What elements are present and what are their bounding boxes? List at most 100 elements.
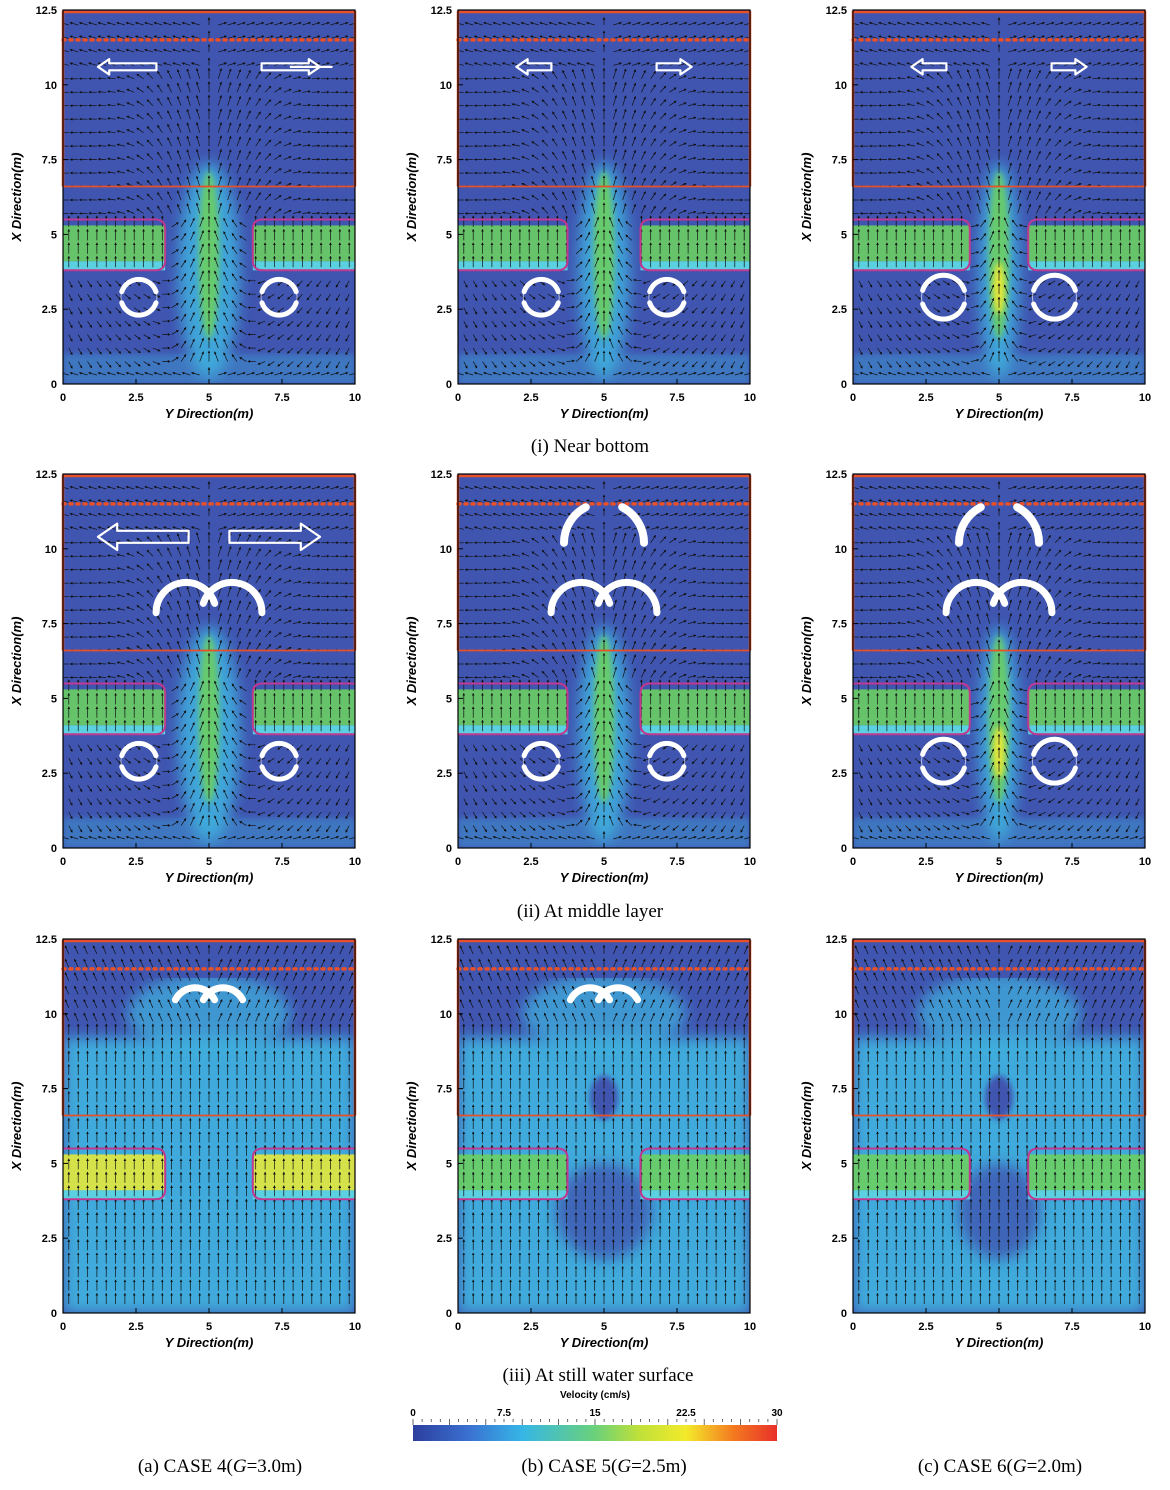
x-tick-label: 0 (60, 392, 66, 404)
y-tick-label: 10 (835, 80, 847, 92)
velocity-vector (97, 554, 107, 558)
x-tick-label: 2.5 (918, 392, 933, 404)
offshore-band (853, 10, 1145, 49)
velocity-vector (492, 635, 502, 639)
offshore-band (63, 10, 355, 49)
panel-r2-c2: 0 2.5 5 7.5 10 0 2.5 5 7.5 10 12.5 Y Direction(m) X … (404, 469, 756, 885)
breakwater-zone (640, 225, 750, 262)
y-tick-label: 12.5 (36, 469, 57, 481)
velocity-vector (492, 594, 502, 598)
velocity-vector (492, 157, 502, 161)
velocity-vector (492, 171, 502, 175)
y-tick-label: 5 (51, 229, 57, 241)
x-tick-label: 2.5 (128, 856, 143, 868)
y-tick-label: 2.5 (437, 768, 452, 780)
breakwater-edge (458, 261, 568, 271)
x-tick-label: 0 (455, 392, 461, 404)
velocity-vector (97, 581, 107, 585)
y-tick-label: 12.5 (431, 5, 452, 17)
y-tick-label: 12.5 (826, 5, 847, 17)
velocity-vector (1101, 117, 1111, 121)
velocity-vector (311, 211, 321, 215)
velocity-vector (311, 157, 321, 161)
velocity-vector (887, 90, 897, 94)
offshore-band (458, 10, 750, 49)
velocity-vector (311, 635, 321, 639)
x-tick-label: 5 (206, 856, 212, 868)
y-tick-label: 2.5 (42, 304, 57, 316)
x-tick-label: 10 (1139, 392, 1151, 404)
velocity-vector (97, 211, 107, 215)
velocity-vector (706, 130, 716, 134)
y-tick-label: 2.5 (42, 768, 57, 780)
velocity-vector (492, 554, 502, 558)
x-tick-label: 5 (601, 392, 607, 404)
x-tick-label: 10 (349, 392, 361, 404)
velocity-vector (97, 635, 107, 639)
velocity-vector (97, 171, 107, 175)
x-tick-label: 7.5 (669, 392, 684, 404)
velocity-vector (311, 117, 321, 121)
velocity-vector (706, 90, 716, 94)
velocity-vector (706, 171, 716, 175)
x-tick-label: 10 (744, 392, 756, 404)
velocity-vector (887, 198, 897, 202)
x-axis-label: Y Direction(m) (560, 406, 649, 421)
y-tick-label: 7.5 (42, 619, 57, 631)
velocity-field (63, 474, 355, 848)
velocity-vector (492, 675, 502, 679)
y-tick-label: 10 (45, 544, 57, 556)
y-tick-label: 0 (446, 379, 452, 391)
y-tick-label: 7.5 (832, 155, 847, 167)
velocity-vector (492, 90, 502, 94)
velocity-vector (311, 621, 321, 625)
velocity-vector (311, 581, 321, 585)
x-axis-label: Y Direction(m) (955, 406, 1044, 421)
x-tick-label: 0 (850, 392, 856, 404)
velocity-field (458, 10, 750, 384)
y-axis-label: X Direction(m) (9, 153, 24, 243)
y-tick-label: 0 (51, 379, 57, 391)
velocity-vector (887, 662, 897, 666)
velocity-vector (492, 211, 502, 215)
y-tick-label: 10 (440, 80, 452, 92)
velocity-vector (492, 581, 502, 585)
velocity-vector (492, 198, 502, 202)
velocity-vector (887, 211, 897, 215)
y-tick-label: 2.5 (832, 304, 847, 316)
velocity-vector (311, 675, 321, 679)
velocity-vector (97, 594, 107, 598)
velocity-vector (887, 621, 897, 625)
velocity-vector (1101, 621, 1111, 625)
velocity-vector (706, 198, 716, 202)
y-tick-label: 7.5 (42, 155, 57, 167)
velocity-vector (706, 635, 716, 639)
velocity-vector (97, 90, 107, 94)
velocity-vector (311, 554, 321, 558)
y-tick-label: 7.5 (437, 155, 452, 167)
y-tick-label: 10 (440, 544, 452, 556)
x-tick-label: 5 (206, 392, 212, 404)
x-tick-label: 5 (996, 392, 1002, 404)
offshore-band (458, 474, 750, 513)
x-tick-label: 10 (744, 856, 756, 868)
y-tick-label: 10 (45, 80, 57, 92)
velocity-vector (311, 130, 321, 134)
offshore-band (853, 474, 1145, 513)
y-tick-label: 7.5 (437, 619, 452, 631)
velocity-vector (97, 621, 107, 625)
x-tick-label: 10 (349, 856, 361, 868)
velocity-vector (97, 130, 107, 134)
velocity-vector (1101, 675, 1111, 679)
panel-r1-c1: 0 2.5 5 7.5 10 0 2.5 5 7.5 10 12.5 Y Direction(m) X … (9, 5, 361, 421)
breakwater-edge (458, 725, 568, 735)
velocity-vector (706, 157, 716, 161)
offshore-band (63, 474, 355, 513)
panel-r1-c2: 0 2.5 5 7.5 10 0 2.5 5 7.5 10 12.5 Y Direction(m) X … (404, 5, 756, 421)
velocity-vector (492, 117, 502, 121)
velocity-vector (97, 675, 107, 679)
velocity-field (853, 10, 1145, 384)
velocity-vector (887, 130, 897, 134)
